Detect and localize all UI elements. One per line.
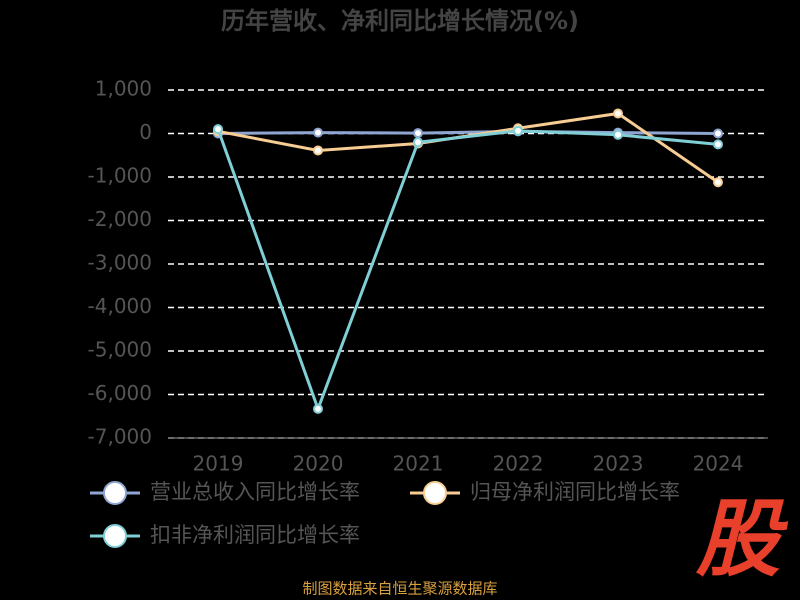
data-point — [713, 128, 723, 139]
y-tick-label: -5,000 — [88, 338, 152, 362]
data-point — [513, 125, 523, 136]
legend-marker — [103, 481, 127, 505]
y-tick-label: 1,000 — [95, 77, 152, 101]
x-tick-label: 2024 — [693, 452, 744, 476]
x-tick-label: 2022 — [493, 452, 544, 476]
chart-title: 历年营收、净利同比增长情况(%) — [221, 7, 579, 35]
data-point — [313, 127, 323, 138]
y-tick-label: -7,000 — [88, 425, 152, 449]
y-tick-label: 0 — [139, 120, 152, 144]
series-line — [216, 128, 719, 414]
legend-label: 扣非净利润同比增长率 — [150, 523, 360, 547]
legend-label: 归母净利润同比增长率 — [470, 480, 680, 504]
logo: 股 — [695, 490, 789, 588]
data-point — [213, 124, 223, 135]
y-tick-label: -1,000 — [88, 164, 152, 188]
data-point — [413, 137, 423, 148]
x-tick-label: 2023 — [593, 452, 644, 476]
data-point — [613, 108, 623, 119]
y-tick-label: -6,000 — [88, 381, 152, 405]
y-tick-label: -3,000 — [88, 251, 152, 275]
data-point — [713, 139, 723, 150]
legend-marker — [423, 481, 447, 505]
data-point — [313, 145, 323, 156]
data-point — [613, 129, 623, 140]
x-tick-label: 2021 — [393, 452, 444, 476]
source-note: 制图数据来自恒生聚源数据库 — [302, 580, 497, 598]
legend-marker — [103, 524, 127, 548]
y-tick-label: -4,000 — [88, 294, 152, 318]
data-point — [713, 177, 723, 188]
y-tick-label: -2,000 — [88, 207, 152, 231]
x-tick-label: 2020 — [293, 452, 344, 476]
data-point — [313, 403, 323, 414]
data-point — [413, 128, 423, 139]
series-line — [217, 111, 719, 184]
x-tick-label: 2019 — [193, 452, 244, 476]
legend-label: 营业总收入同比增长率 — [150, 480, 360, 504]
series-line — [217, 129, 719, 135]
